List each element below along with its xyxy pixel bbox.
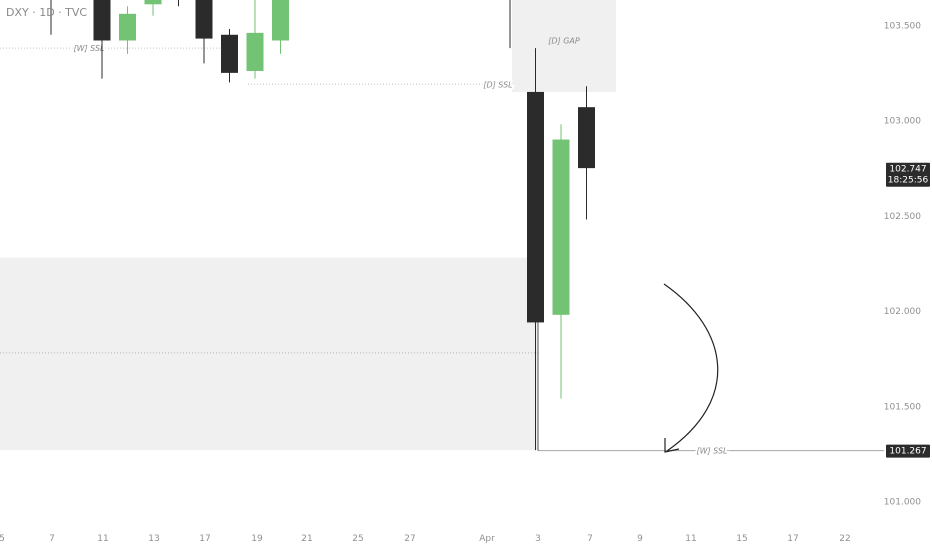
symbol-title: DXY · 1D · TVC: [6, 6, 88, 19]
level-label-4: [W] SSL: [73, 44, 104, 53]
x-tick-label: 21: [301, 534, 312, 544]
candle-8: [178, 0, 179, 7]
candle-body: [552, 139, 570, 315]
candle-body: [93, 0, 111, 41]
x-tick-label: 13: [148, 534, 159, 544]
candle-21: [509, 0, 511, 49]
x-tick-label: 19: [251, 534, 263, 544]
x-tick-label: 27: [404, 534, 415, 544]
candle-10: [221, 29, 238, 83]
candle-body: [527, 91, 544, 323]
candle-11: [246, 0, 264, 79]
x-tick-label: 11: [97, 534, 108, 544]
curved-arrow-icon: [663, 283, 719, 452]
arrow-head-icon: [664, 438, 680, 453]
zone-label-2: [D] GAP: [548, 37, 580, 46]
y-tick-label: 101.000: [884, 498, 921, 508]
x-tick-label: 9: [637, 534, 643, 544]
x-tick-label: 7: [587, 534, 593, 544]
candle-12: [272, 0, 289, 54]
x-tick-label: 11: [685, 534, 696, 544]
candle-5: [93, 0, 111, 79]
candle-body: [578, 107, 595, 169]
level-label-2: [W] SSL: [696, 447, 727, 456]
y-tick-label: 103.500: [884, 21, 921, 31]
candle-23: [552, 124, 570, 399]
candle-body: [272, 0, 289, 41]
candle-24: [578, 86, 595, 220]
y-tick-label: 103.000: [884, 117, 921, 127]
candle-body: [144, 0, 162, 5]
candle-body: [119, 13, 136, 41]
candle-3: [50, 0, 52, 35]
x-tick-label: 17: [787, 534, 798, 544]
candle-6: [119, 6, 136, 54]
y-tick-label: 102.500: [884, 212, 921, 222]
current-price-tag-box: [886, 162, 930, 187]
zone-3: [0, 257, 538, 451]
x-tick-label: 7: [49, 534, 55, 544]
x-tick-label: 3: [535, 534, 541, 544]
current-price-tag-text: 102.747: [889, 165, 926, 175]
candle-body: [221, 34, 238, 73]
x-tick-label: 22: [839, 534, 850, 544]
candle-body: [246, 32, 264, 71]
x-tick-label: 25: [352, 534, 363, 544]
x-tick-label: 15: [736, 534, 747, 544]
candle-22: [527, 48, 544, 451]
candle-body: [195, 0, 213, 39]
ssl-price-tag-box: [886, 444, 930, 458]
candle-7: [144, 0, 162, 16]
current-price-tag-text: 18:25:56: [888, 176, 929, 186]
ssl-price-tag-text: 101.267: [889, 447, 926, 457]
x-tick-label: 5: [0, 534, 5, 544]
x-tick-label: Apr: [479, 534, 495, 544]
candle-9: [195, 0, 213, 64]
level-label-3: [D] SSL: [483, 80, 512, 89]
y-tick-label: 102.000: [884, 307, 921, 317]
x-tick-label: 17: [199, 534, 210, 544]
y-tick-label: 101.500: [884, 402, 921, 412]
zone-2: [512, 0, 616, 92]
